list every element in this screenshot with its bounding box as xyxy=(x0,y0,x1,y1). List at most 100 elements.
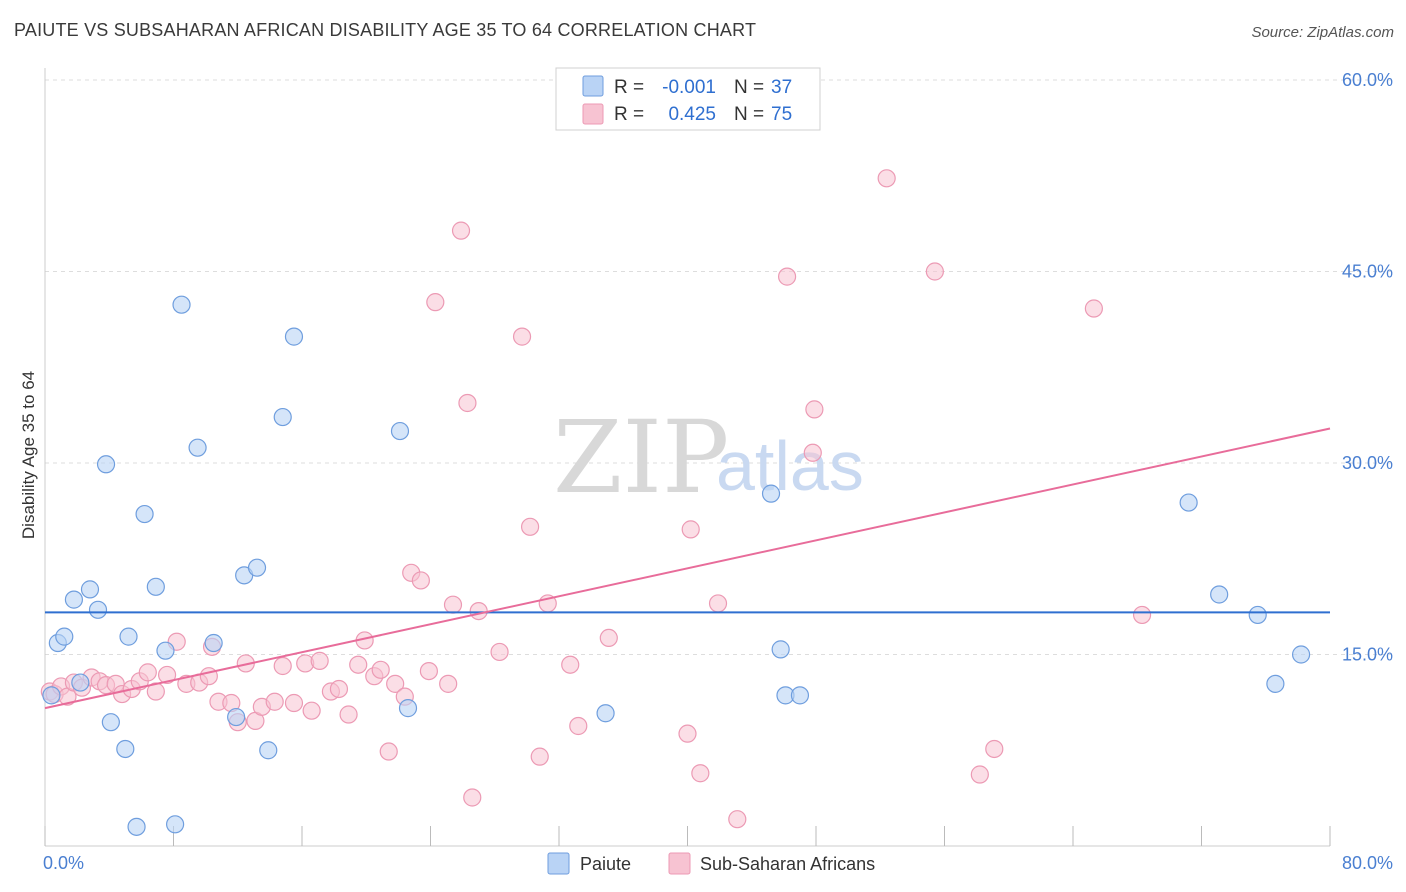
legend-r-label-paiute: R = xyxy=(614,77,644,98)
paiute-point-12 xyxy=(135,504,154,524)
ssa-point-45 xyxy=(419,661,438,681)
watermark: ZIP atlas xyxy=(553,399,864,516)
bottom-legend-swatch-ssa xyxy=(668,852,691,875)
paiute-point-5 xyxy=(80,580,100,599)
ssa-point-61 xyxy=(681,520,700,539)
ssa-point-68 xyxy=(805,400,824,419)
ssa-point-39 xyxy=(371,660,390,679)
ssa-point-35 xyxy=(339,705,358,724)
ssa-point-49 xyxy=(451,221,471,240)
legend-n-label-ssa: N = xyxy=(734,104,764,125)
y-tick-label-2: 45.0% xyxy=(1342,262,1393,282)
paiute-point-10 xyxy=(119,627,138,646)
ssa-point-29 xyxy=(284,693,304,713)
legend-n-value-ssa: 75 xyxy=(771,104,792,125)
y-tick-label-1: 30.0% xyxy=(1342,453,1393,473)
ssa-point-40 xyxy=(379,742,398,761)
watermark-atlas: atlas xyxy=(716,427,864,505)
ssa-point-41 xyxy=(386,674,405,693)
paiute-point-29 xyxy=(771,640,790,659)
x-tick-label-1: 80.0% xyxy=(1342,853,1393,873)
paiute-point-25 xyxy=(390,421,410,441)
y-tick-label-0: 15.0% xyxy=(1342,645,1393,665)
ssa-point-46 xyxy=(426,293,445,312)
paiute-point-0 xyxy=(42,686,61,705)
paiute-point-16 xyxy=(172,295,191,314)
ssa-point-27 xyxy=(265,692,284,711)
ssa-point-31 xyxy=(302,701,321,720)
paiute-point-24 xyxy=(284,327,304,346)
series-legend: Paiute Sub-Saharan Africans xyxy=(547,852,875,875)
y-tick-labels: 15.0% 30.0% 45.0% 60.0% xyxy=(1342,70,1393,665)
paiute-point-17 xyxy=(188,438,207,457)
paiute-point-23 xyxy=(273,407,292,427)
paiute-point-26 xyxy=(398,699,418,718)
ssa-point-74 xyxy=(1132,605,1152,625)
watermark-zip: ZIP xyxy=(553,399,729,516)
paiute-point-7 xyxy=(96,455,116,474)
trend-lines xyxy=(44,427,1331,710)
x-tick-label-0: 0.0% xyxy=(43,853,84,873)
x-tick-labels: 0.0% 80.0% xyxy=(43,853,1393,873)
paiute-point-11 xyxy=(127,817,146,836)
legend-r-value-ssa: 0.425 xyxy=(668,104,716,125)
sub-saharan-points xyxy=(40,169,1152,829)
bottom-legend-label-paiute: Paiute xyxy=(580,854,631,874)
ssa-point-59 xyxy=(569,716,588,736)
axes xyxy=(44,68,1331,847)
paiute-point-18 xyxy=(204,633,223,653)
paiute-point-19 xyxy=(227,707,246,727)
ssa-point-70 xyxy=(925,262,944,281)
ssa-point-65 xyxy=(728,810,747,829)
paiute-point-13 xyxy=(146,577,165,596)
y-tick-label-3: 60.0% xyxy=(1342,70,1393,90)
paiute-point-34 xyxy=(1248,605,1267,625)
ssa-point-72 xyxy=(985,739,1004,759)
paiute-point-21 xyxy=(247,558,267,577)
ssa-point-63 xyxy=(691,764,710,783)
ssa-point-58 xyxy=(561,655,580,674)
bottom-legend-swatch-paiute xyxy=(547,852,570,875)
ssa-point-62 xyxy=(678,724,697,743)
paiute-point-6 xyxy=(88,600,108,619)
paiute-point-3 xyxy=(64,590,84,609)
ssa-point-13 xyxy=(138,663,157,682)
ssa-point-48 xyxy=(443,595,463,614)
ssa-point-54 xyxy=(512,327,532,346)
paiute-point-4 xyxy=(71,673,90,692)
ssa-point-73 xyxy=(1084,299,1103,318)
paiute-point-8 xyxy=(101,713,120,732)
paiute-points xyxy=(42,295,1311,836)
legend-r-value-paiute: -0.001 xyxy=(662,77,716,98)
paiute-point-28 xyxy=(761,484,781,503)
paiute-point-33 xyxy=(1210,585,1229,604)
chart-source: Source: ZipAtlas.com xyxy=(1251,24,1394,41)
paiute-point-15 xyxy=(166,815,185,834)
ssa-point-55 xyxy=(520,517,540,536)
paiute-point-9 xyxy=(116,739,135,759)
ssa-trend-line xyxy=(44,427,1331,710)
legend-r-label-ssa: R = xyxy=(614,104,644,125)
ssa-point-60 xyxy=(599,628,618,648)
ssa-point-53 xyxy=(490,642,509,662)
paiute-point-31 xyxy=(790,686,810,705)
legend-n-label-paiute: N = xyxy=(734,77,764,98)
ssa-point-15 xyxy=(157,665,177,685)
paiute-point-36 xyxy=(1291,645,1311,664)
ssa-point-32 xyxy=(310,651,329,670)
ssa-point-47 xyxy=(439,674,458,693)
bottom-legend-label-ssa: Sub-Saharan Africans xyxy=(700,854,875,874)
ssa-point-69 xyxy=(877,169,896,188)
ssa-point-44 xyxy=(411,571,430,590)
ssa-point-50 xyxy=(458,393,477,413)
correlation-legend: R = -0.001 N = 37 R = 0.425 N = 75 xyxy=(555,67,821,131)
paiute-point-27 xyxy=(596,704,615,723)
ssa-point-64 xyxy=(708,594,728,613)
paiute-point-32 xyxy=(1179,493,1198,512)
legend-swatch-paiute xyxy=(582,75,604,97)
legend-n-value-paiute: 37 xyxy=(771,77,792,98)
y-axis-label: Disability Age 35 to 64 xyxy=(19,371,38,539)
paiute-point-35 xyxy=(1266,674,1285,693)
ssa-point-71 xyxy=(970,765,989,784)
